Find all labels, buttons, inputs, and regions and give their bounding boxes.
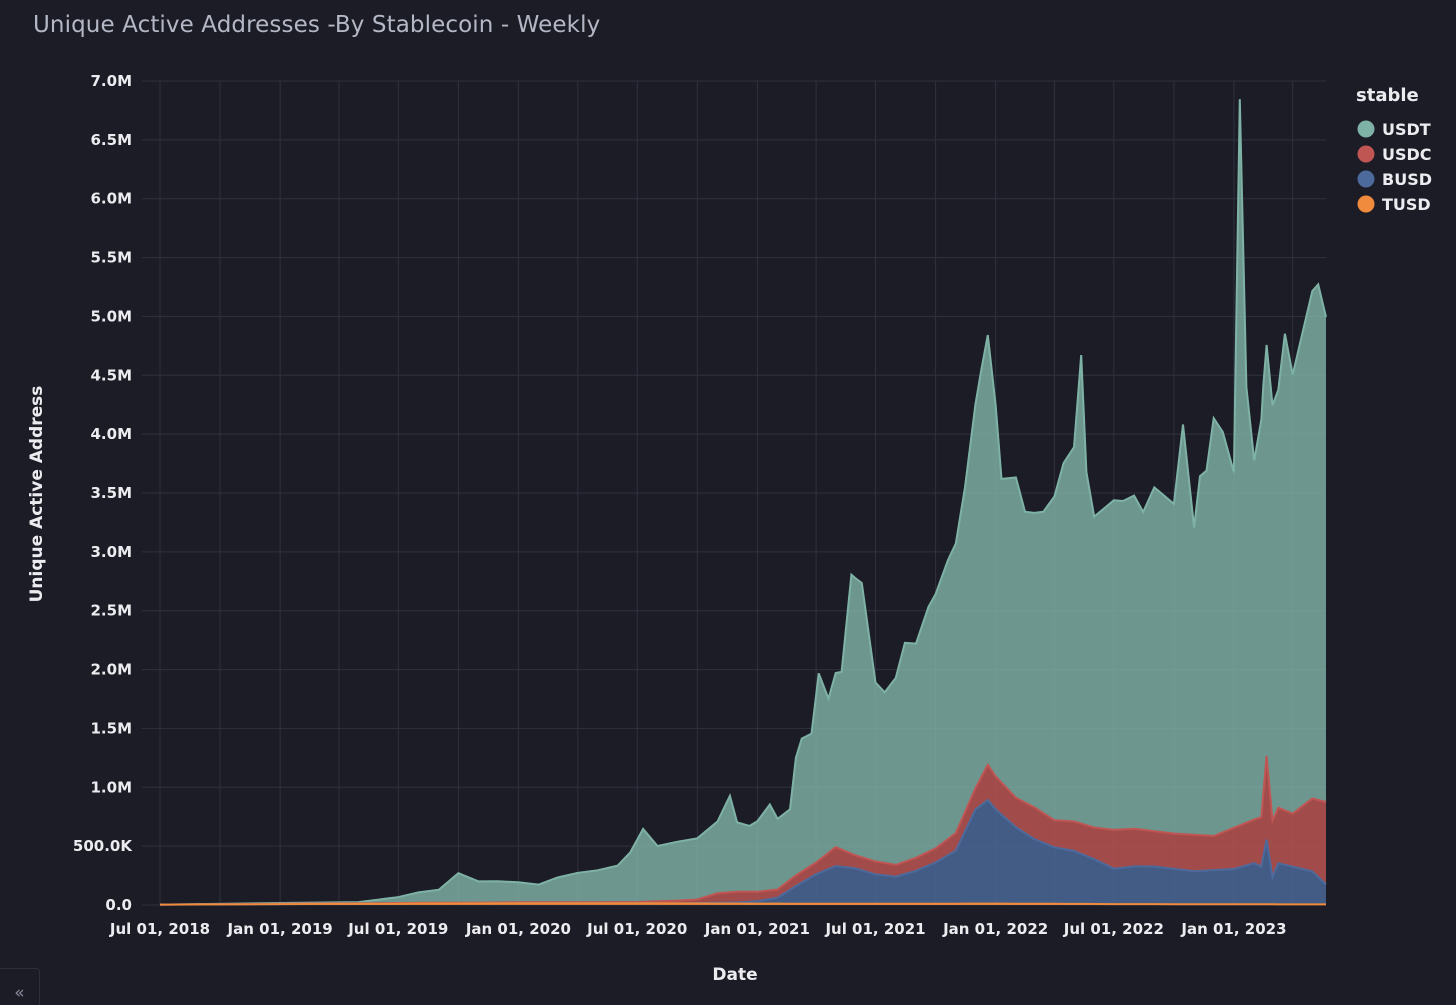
x-tick-label: Jan 01, 2022 xyxy=(942,920,1048,938)
x-axis-label: Date xyxy=(712,965,757,985)
y-tick-label: 3.0M xyxy=(91,543,133,561)
y-axis-label: Unique Active Address xyxy=(27,386,47,603)
y-tick-label: 5.0M xyxy=(91,307,133,325)
x-tick-label: Jan 01, 2020 xyxy=(465,920,571,938)
legend-swatch-usdt xyxy=(1357,120,1375,138)
legend-title: stable xyxy=(1356,85,1419,106)
chevron-double-left-icon: « xyxy=(14,983,25,1003)
legend: stable USDT USDC BUSD TUSD xyxy=(1356,85,1432,214)
x-tick-label: Jan 01, 2021 xyxy=(704,920,810,938)
collapse-panel-button[interactable]: « xyxy=(0,968,40,1005)
x-tick-label: Jul 01, 2021 xyxy=(824,920,925,938)
y-tick-label: 1.0M xyxy=(91,778,133,796)
y-tick-label: 5.5M xyxy=(91,249,133,267)
chart-title: Unique Active Addresses -By Stablecoin -… xyxy=(33,12,601,38)
x-tick-label: Jan 01, 2019 xyxy=(227,920,333,938)
y-tick-label: 1.5M xyxy=(91,719,133,737)
legend-swatch-usdc xyxy=(1357,145,1375,163)
y-tick-label: 4.0M xyxy=(91,425,133,443)
x-tick-label: Jul 01, 2022 xyxy=(1063,920,1164,938)
y-axis-ticks: 0.0 500.0K 1.0M 1.5M 2.0M 2.5M 3.0M 3.5M 4.0M 4.5… xyxy=(73,72,133,914)
area-usdt xyxy=(160,99,1326,905)
y-tick-label: 4.5M xyxy=(91,366,133,384)
y-tick-label: 6.0M xyxy=(91,190,133,208)
x-tick-label: Jul 01, 2018 xyxy=(109,920,210,938)
line-usdt xyxy=(159,99,1327,906)
legend-label-tusd: TUSD xyxy=(1382,195,1431,214)
area-usdc xyxy=(160,756,1326,905)
legend-label-busd: BUSD xyxy=(1382,170,1432,189)
x-axis-ticks: Jul 01, 2018 Jan 01, 2019 Jul 01, 2019 Jan … xyxy=(109,920,1287,938)
x-tick-label: Jul 01, 2020 xyxy=(586,920,687,938)
y-tick-label: 3.5M xyxy=(91,484,133,502)
y-tick-label: 2.5M xyxy=(91,602,133,620)
line-tusd xyxy=(159,902,1326,906)
y-tick-label: 0.0 xyxy=(105,896,132,914)
y-tick-label: 6.5M xyxy=(91,131,133,149)
series-areas xyxy=(159,99,1327,906)
legend-swatch-busd xyxy=(1357,170,1375,188)
legend-swatch-tusd xyxy=(1357,195,1375,213)
x-tick-label: Jan 01, 2023 xyxy=(1180,920,1286,938)
legend-label-usdc: USDC xyxy=(1382,145,1432,164)
x-tick-label: Jul 01, 2019 xyxy=(347,920,448,938)
y-tick-label: 2.0M xyxy=(91,661,133,679)
y-tick-label: 500.0K xyxy=(73,837,133,855)
legend-label-usdt: USDT xyxy=(1382,120,1431,139)
y-tick-label: 7.0M xyxy=(91,72,133,90)
area-busd xyxy=(160,800,1326,905)
line-usdc xyxy=(159,755,1327,906)
